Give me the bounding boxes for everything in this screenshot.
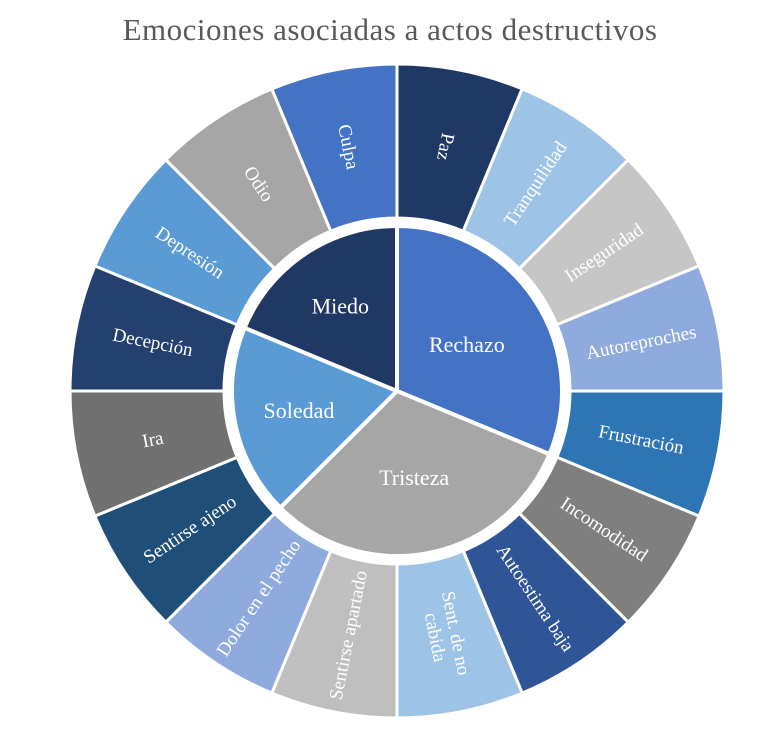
chart-title: Emociones asociadas a actos destructivos — [122, 12, 658, 47]
sector-soledad[interactable] — [230, 325, 399, 510]
sector-miedo[interactable] — [242, 224, 399, 393]
segment-label-ira: Ira — [140, 427, 165, 452]
segment-label-paz: Paz — [433, 131, 459, 162]
sector-label-rechazo: Rechazo — [429, 332, 505, 357]
sector-label-soledad: Soledad — [263, 398, 334, 423]
sector-rechazo[interactable] — [395, 224, 564, 457]
sector-label-miedo: Miedo — [312, 294, 369, 319]
segment-culpa[interactable] — [270, 62, 399, 233]
sector-tristeza[interactable] — [278, 389, 552, 558]
sector-label-tristeza: Tristeza — [379, 465, 449, 490]
